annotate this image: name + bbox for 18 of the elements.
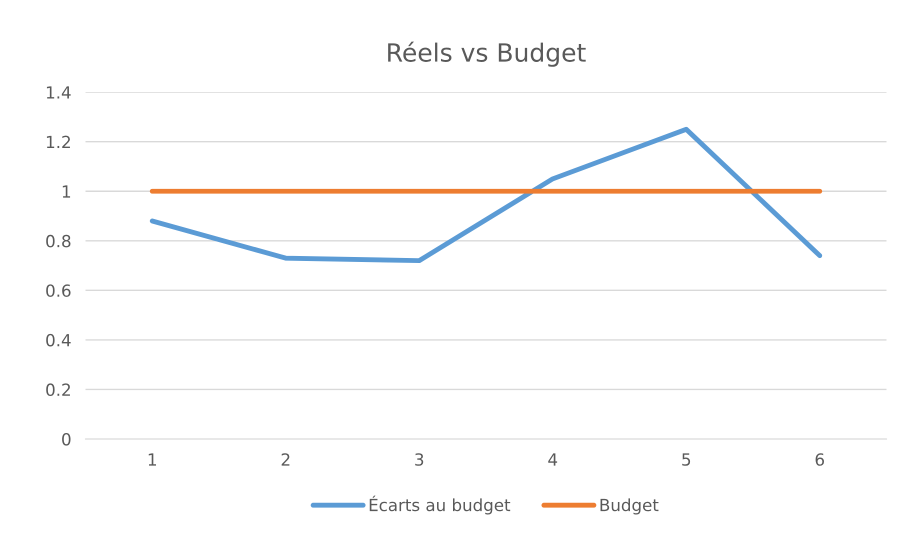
line-series [150, 126, 822, 264]
y-tick-label: 1.4 [46, 86, 71, 98]
y-tick-label: 0.8 [46, 234, 70, 248]
y-tick-label: 0.6 [46, 284, 71, 297]
y-tick-label: 0.2 [46, 383, 70, 396]
legend-label: Budget [600, 498, 658, 515]
y-tick-label: 1.2 [46, 136, 70, 148]
y-tick-label: 0 [62, 432, 71, 446]
x-tick-label: 4 [548, 453, 558, 466]
x-tick-label: 2 [282, 453, 290, 466]
legend-label: Écarts au budget [370, 496, 510, 515]
x-tick-label: 1 [148, 453, 156, 466]
x-tick-label: 3 [415, 453, 424, 466]
x-tick-label: 5 [682, 453, 690, 466]
y-tick-label: 0.4 [46, 334, 71, 346]
chart-title: Réels vs Budget [388, 42, 586, 67]
y-tick-label: 1 [62, 185, 70, 198]
x-tick-label: 6 [816, 453, 824, 466]
